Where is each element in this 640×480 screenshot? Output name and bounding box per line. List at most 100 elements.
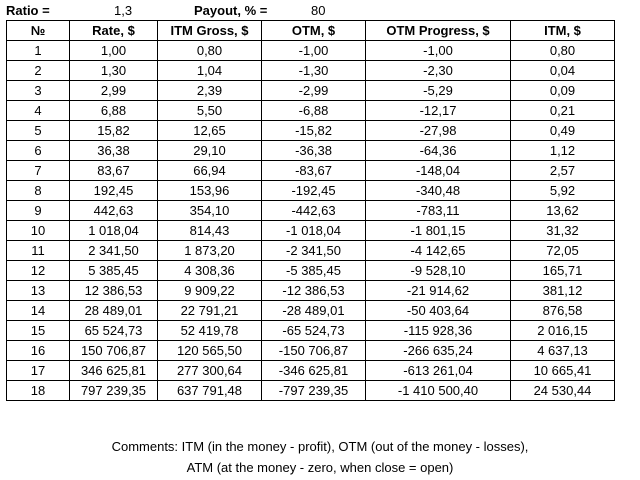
cell-otm-progress: -115 928,36 xyxy=(365,320,511,341)
cell-itm-gross: 0,80 xyxy=(157,40,262,61)
cell-number: 10 xyxy=(6,220,70,241)
cell-otm: -192,45 xyxy=(261,180,366,201)
header-otm: OTM, $ xyxy=(261,20,366,41)
cell-itm-gross: 1,04 xyxy=(157,60,262,81)
cell-otm: -83,67 xyxy=(261,160,366,181)
ratio-value: 1,3 xyxy=(114,3,133,18)
table-body: 1 1,00 0,80 -1,00 -1,00 0,80 2 1,30 1,04 -1,30 -2,… xyxy=(6,40,615,401)
cell-itm-gross: 9 909,22 xyxy=(157,280,262,301)
header-number: № xyxy=(6,20,70,41)
cell-rate: 36,38 xyxy=(69,140,158,161)
cell-itm: 0,80 xyxy=(510,40,615,61)
cell-itm-gross: 354,10 xyxy=(157,200,262,221)
cell-rate: 797 239,35 xyxy=(69,380,158,401)
table-row: 14 28 489,01 22 791,21 -28 489,01 -50 403,64… xyxy=(6,300,615,321)
cell-number: 16 xyxy=(6,340,70,361)
table-row: 9 442,63 354,10 -442,63 -783,11 13,62 xyxy=(6,200,615,221)
cell-number: 4 xyxy=(6,100,70,121)
cell-otm-progress: -27,98 xyxy=(365,120,511,141)
cell-rate: 6,88 xyxy=(69,100,158,121)
header-rate: Rate, $ xyxy=(69,20,158,41)
comments: Comments: ITM (in the money - profit), O… xyxy=(0,436,640,478)
cell-rate: 150 706,87 xyxy=(69,340,158,361)
comment-line-2: ATM (at the money - zero, when close = o… xyxy=(186,460,454,475)
cell-itm: 4 637,13 xyxy=(510,340,615,361)
cell-otm-progress: -613 261,04 xyxy=(365,360,511,381)
cell-otm: -5 385,45 xyxy=(261,260,366,281)
table-row: 7 83,67 66,94 -83,67 -148,04 2,57 xyxy=(6,160,615,181)
cell-itm: 1,12 xyxy=(510,140,615,161)
table-row: 6 36,38 29,10 -36,38 -64,36 1,12 xyxy=(6,140,615,161)
payout-label: Payout, % = xyxy=(194,3,268,18)
table-row: 17 346 625,81 277 300,64 -346 625,81 -613 26… xyxy=(6,360,615,381)
cell-itm: 0,09 xyxy=(510,80,615,101)
cell-otm: -2 341,50 xyxy=(261,240,366,261)
cell-itm-gross: 66,94 xyxy=(157,160,262,181)
cell-rate: 5 385,45 xyxy=(69,260,158,281)
cell-itm-gross: 12,65 xyxy=(157,120,262,141)
header-itm: ITM, $ xyxy=(510,20,615,41)
table-row: 11 2 341,50 1 873,20 -2 341,50 -4 142,65 72,0… xyxy=(6,240,615,261)
cell-otm-progress: -5,29 xyxy=(365,80,511,101)
table-row: 12 5 385,45 4 308,36 -5 385,45 -9 528,10 165,… xyxy=(6,260,615,281)
cell-itm: 2 016,15 xyxy=(510,320,615,341)
cell-otm: -442,63 xyxy=(261,200,366,221)
cell-itm: 0,04 xyxy=(510,60,615,81)
cell-itm-gross: 120 565,50 xyxy=(157,340,262,361)
table-row: 15 65 524,73 52 419,78 -65 524,73 -115 928,3… xyxy=(6,320,615,341)
cell-otm-progress: -50 403,64 xyxy=(365,300,511,321)
cell-itm: 72,05 xyxy=(510,240,615,261)
cell-number: 18 xyxy=(6,380,70,401)
table-row: 5 15,82 12,65 -15,82 -27,98 0,49 xyxy=(6,120,615,141)
table-row: 16 150 706,87 120 565,50 -150 706,87 -266 63… xyxy=(6,340,615,361)
cell-otm-progress: -1,00 xyxy=(365,40,511,61)
cell-number: 1 xyxy=(6,40,70,61)
cell-otm-progress: -2,30 xyxy=(365,60,511,81)
cell-number: 7 xyxy=(6,160,70,181)
cell-rate: 346 625,81 xyxy=(69,360,158,381)
cell-otm-progress: -9 528,10 xyxy=(365,260,511,281)
table-row: 2 1,30 1,04 -1,30 -2,30 0,04 xyxy=(6,60,615,81)
cell-rate: 28 489,01 xyxy=(69,300,158,321)
cell-itm-gross: 637 791,48 xyxy=(157,380,262,401)
cell-otm: -1,30 xyxy=(261,60,366,81)
cell-itm: 876,58 xyxy=(510,300,615,321)
cell-rate: 12 386,53 xyxy=(69,280,158,301)
cell-itm: 24 530,44 xyxy=(510,380,615,401)
cell-itm-gross: 4 308,36 xyxy=(157,260,262,281)
cell-otm: -12 386,53 xyxy=(261,280,366,301)
ratio-label: Ratio = xyxy=(6,3,50,18)
cell-otm: -65 524,73 xyxy=(261,320,366,341)
table-row: 18 797 239,35 637 791,48 -797 239,35 -1 410 … xyxy=(6,380,615,401)
cell-rate: 192,45 xyxy=(69,180,158,201)
cell-otm: -36,38 xyxy=(261,140,366,161)
cell-number: 12 xyxy=(6,260,70,281)
cell-otm-progress: -21 914,62 xyxy=(365,280,511,301)
cell-itm: 381,12 xyxy=(510,280,615,301)
cell-otm-progress: -148,04 xyxy=(365,160,511,181)
cell-otm: -150 706,87 xyxy=(261,340,366,361)
cell-rate: 2 341,50 xyxy=(69,240,158,261)
comment-line-1: Comments: ITM (in the money - profit), O… xyxy=(111,439,529,454)
cell-number: 14 xyxy=(6,300,70,321)
header-row: № Rate, $ ITM Gross, $ OTM, $ OTM Progre… xyxy=(6,20,615,41)
cell-otm: -15,82 xyxy=(261,120,366,141)
cell-itm-gross: 2,39 xyxy=(157,80,262,101)
cell-rate: 1 018,04 xyxy=(69,220,158,241)
payout-value: 80 xyxy=(311,3,326,18)
cell-otm-progress: -12,17 xyxy=(365,100,511,121)
cell-otm: -797 239,35 xyxy=(261,380,366,401)
cell-itm: 0,49 xyxy=(510,120,615,141)
cell-number: 5 xyxy=(6,120,70,141)
martingale-table: № Rate, $ ITM Gross, $ OTM, $ OTM Progre… xyxy=(6,20,615,401)
header-itm-gross: ITM Gross, $ xyxy=(157,20,262,41)
cell-itm-gross: 22 791,21 xyxy=(157,300,262,321)
cell-otm: -1,00 xyxy=(261,40,366,61)
cell-otm-progress: -1 801,15 xyxy=(365,220,511,241)
cell-otm-progress: -783,11 xyxy=(365,200,511,221)
cell-itm: 31,32 xyxy=(510,220,615,241)
cell-otm: -2,99 xyxy=(261,80,366,101)
cell-number: 9 xyxy=(6,200,70,221)
cell-otm: -346 625,81 xyxy=(261,360,366,381)
cell-otm-progress: -1 410 500,40 xyxy=(365,380,511,401)
